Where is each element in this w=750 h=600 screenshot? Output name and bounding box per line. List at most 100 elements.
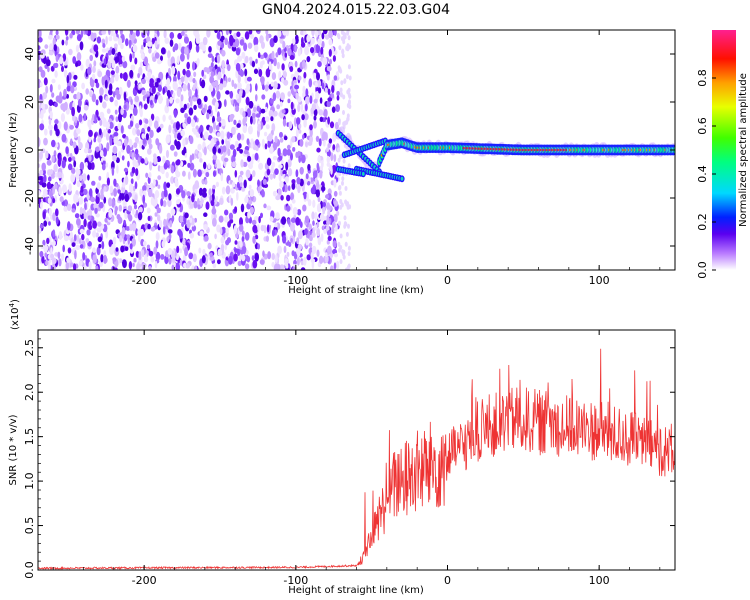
noise-blob — [281, 109, 286, 114]
noise-blob — [154, 52, 160, 59]
noise-blob — [108, 197, 113, 207]
noise-blob — [129, 69, 134, 79]
noise-blob — [130, 98, 133, 105]
noise-blob — [231, 79, 235, 88]
noise-blob — [274, 223, 278, 228]
noise-blob — [164, 37, 170, 44]
noise-blob — [333, 154, 337, 162]
noise-blob — [279, 101, 283, 107]
noise-blob — [187, 162, 191, 168]
noise-blob — [333, 75, 338, 81]
noise-blob — [303, 119, 307, 128]
noise-blob — [229, 90, 234, 99]
noise-blob — [147, 148, 152, 155]
noise-blob — [324, 252, 328, 257]
noise-blob — [326, 230, 332, 236]
noise-blob — [48, 190, 54, 198]
noise-blob — [251, 60, 256, 68]
noise-blob — [162, 114, 166, 122]
noise-blob — [89, 78, 95, 87]
noise-blob — [305, 237, 309, 246]
noise-blob — [334, 253, 338, 258]
noise-blob — [333, 214, 338, 222]
y-tick-label: 0.0 — [23, 561, 36, 579]
noise-blob — [58, 154, 62, 163]
noise-blob — [122, 259, 127, 269]
noise-blob — [195, 149, 198, 155]
colorbar-tick-label: 0.0 — [696, 261, 709, 279]
noise-blob — [211, 55, 215, 63]
noise-blob — [134, 80, 138, 86]
noise-blob — [268, 109, 274, 118]
noise-blob — [198, 247, 202, 254]
x-tick-label: 0 — [444, 574, 451, 587]
noise-blob — [250, 138, 254, 143]
noise-blob — [287, 98, 291, 104]
noise-blob — [170, 176, 175, 184]
noise-blob — [246, 202, 251, 210]
noise-blob — [272, 155, 278, 161]
noise-blob — [240, 203, 245, 213]
noise-blob — [116, 93, 121, 100]
noise-blob — [149, 99, 153, 106]
noise-blob — [182, 160, 187, 165]
noise-blob — [291, 182, 296, 190]
noise-blob — [51, 92, 55, 98]
noise-blob — [66, 203, 72, 211]
noise-blob — [273, 57, 277, 67]
noise-blob — [167, 247, 173, 255]
noise-blob — [344, 241, 348, 247]
noise-blob — [246, 108, 252, 118]
noise-blob — [295, 37, 299, 43]
noise-blob — [220, 243, 225, 250]
noise-blob — [223, 99, 227, 108]
noise-blob — [115, 157, 120, 164]
noise-blob — [150, 196, 155, 206]
noise-blob — [316, 72, 320, 81]
noise-blob — [294, 84, 300, 90]
noise-blob — [241, 186, 246, 192]
noise-blob — [131, 166, 136, 174]
noise-blob — [166, 89, 171, 98]
noise-blob — [184, 212, 189, 219]
noise-blob — [195, 44, 200, 53]
noise-blob — [343, 223, 347, 229]
noise-blob — [54, 119, 59, 125]
noise-blob — [154, 81, 159, 88]
noise-blob — [124, 246, 129, 251]
noise-blob — [105, 95, 109, 102]
y-tick-label: -40 — [23, 237, 36, 255]
noise-blob — [114, 207, 118, 216]
noise-blob — [276, 61, 280, 70]
noise-blob — [230, 197, 234, 206]
noise-blob — [265, 33, 269, 42]
noise-blob — [325, 194, 330, 199]
noise-blob — [160, 198, 164, 207]
noise-blob — [243, 179, 247, 189]
noise-blob — [103, 254, 108, 264]
noise-blob — [61, 65, 64, 72]
noise-blob — [342, 31, 346, 37]
noise-blob — [191, 153, 195, 161]
noise-blob — [39, 250, 44, 258]
noise-blob — [282, 30, 287, 36]
noise-blob — [175, 171, 181, 178]
noise-blob — [135, 228, 139, 236]
noise-blob — [101, 163, 106, 171]
noise-blob — [239, 217, 243, 227]
noise-blob — [176, 88, 181, 98]
noise-blob — [197, 198, 200, 206]
noise-blob — [215, 181, 219, 187]
noise-blob — [218, 215, 224, 223]
noise-blob — [99, 111, 105, 120]
noise-blob — [244, 31, 250, 40]
noise-blob — [218, 83, 224, 91]
noise-blob — [88, 261, 92, 270]
noise-blob — [155, 232, 160, 241]
noise-blob — [152, 56, 157, 62]
noise-blob — [210, 199, 215, 207]
noise-blob — [301, 114, 305, 121]
noise-blob — [282, 71, 287, 78]
noise-blob — [311, 232, 316, 238]
noise-blob — [275, 52, 279, 58]
